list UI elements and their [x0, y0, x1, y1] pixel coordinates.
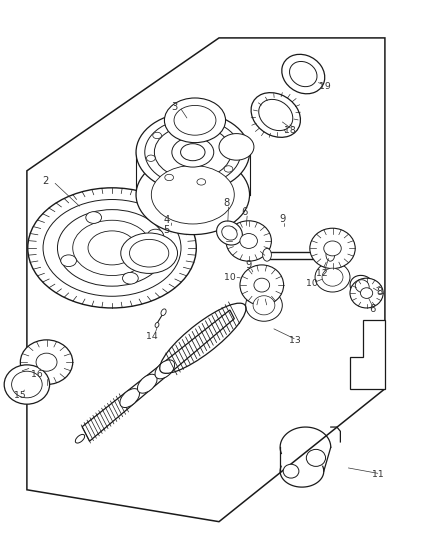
- Ellipse shape: [73, 220, 151, 276]
- Ellipse shape: [154, 126, 231, 179]
- Text: 12: 12: [316, 269, 328, 278]
- Text: 15: 15: [14, 391, 25, 400]
- Ellipse shape: [172, 138, 214, 167]
- Text: 8: 8: [223, 198, 230, 208]
- Ellipse shape: [120, 389, 140, 408]
- Text: 10: 10: [306, 279, 318, 288]
- Ellipse shape: [174, 106, 216, 135]
- Text: 4: 4: [163, 215, 170, 225]
- Text: 3: 3: [171, 102, 177, 112]
- Ellipse shape: [138, 374, 157, 393]
- Ellipse shape: [153, 132, 162, 139]
- Ellipse shape: [326, 248, 335, 261]
- Ellipse shape: [57, 209, 166, 286]
- Ellipse shape: [306, 449, 325, 466]
- Ellipse shape: [61, 255, 77, 266]
- Ellipse shape: [151, 165, 234, 224]
- Ellipse shape: [161, 309, 166, 316]
- Ellipse shape: [43, 199, 181, 296]
- Text: 6: 6: [242, 207, 248, 217]
- Ellipse shape: [28, 188, 196, 308]
- Ellipse shape: [12, 371, 42, 398]
- Ellipse shape: [226, 221, 272, 261]
- Ellipse shape: [263, 248, 272, 261]
- Ellipse shape: [254, 278, 270, 292]
- Ellipse shape: [315, 262, 350, 292]
- Text: 6: 6: [369, 304, 375, 314]
- Text: 9: 9: [245, 261, 251, 270]
- Ellipse shape: [145, 119, 241, 185]
- Ellipse shape: [355, 280, 369, 293]
- Ellipse shape: [136, 112, 250, 192]
- Ellipse shape: [155, 360, 175, 379]
- Ellipse shape: [212, 124, 221, 130]
- Ellipse shape: [310, 228, 355, 269]
- Ellipse shape: [219, 134, 254, 160]
- Ellipse shape: [88, 231, 136, 265]
- Text: 8: 8: [376, 287, 382, 297]
- Ellipse shape: [283, 464, 299, 478]
- Ellipse shape: [224, 166, 233, 172]
- Ellipse shape: [350, 278, 383, 308]
- Text: 16: 16: [31, 370, 43, 379]
- Ellipse shape: [75, 434, 85, 443]
- Ellipse shape: [180, 119, 189, 126]
- Ellipse shape: [324, 241, 341, 256]
- Text: 13: 13: [289, 336, 300, 345]
- Ellipse shape: [164, 98, 226, 143]
- Ellipse shape: [36, 353, 57, 371]
- Ellipse shape: [350, 276, 374, 297]
- Ellipse shape: [130, 239, 169, 267]
- Text: 9: 9: [279, 214, 286, 224]
- Ellipse shape: [240, 233, 258, 248]
- Text: 19: 19: [318, 82, 330, 91]
- Text: 5: 5: [163, 225, 170, 236]
- Ellipse shape: [251, 93, 300, 138]
- Ellipse shape: [197, 179, 206, 185]
- Text: 10: 10: [224, 273, 236, 281]
- Ellipse shape: [216, 221, 242, 245]
- Polygon shape: [82, 310, 234, 441]
- Ellipse shape: [155, 322, 159, 327]
- Text: 11: 11: [372, 471, 384, 479]
- Ellipse shape: [20, 340, 73, 384]
- Ellipse shape: [180, 144, 205, 161]
- Ellipse shape: [246, 289, 283, 321]
- Ellipse shape: [123, 272, 138, 284]
- Ellipse shape: [322, 268, 343, 286]
- Ellipse shape: [165, 174, 173, 181]
- Ellipse shape: [4, 365, 49, 404]
- Text: 2: 2: [42, 176, 49, 187]
- Text: 18: 18: [285, 126, 296, 135]
- Ellipse shape: [136, 155, 250, 235]
- Ellipse shape: [253, 296, 275, 315]
- Ellipse shape: [230, 143, 239, 149]
- Ellipse shape: [222, 226, 237, 240]
- Ellipse shape: [146, 155, 155, 161]
- Ellipse shape: [290, 61, 317, 87]
- Ellipse shape: [282, 54, 325, 94]
- Ellipse shape: [86, 212, 102, 223]
- Ellipse shape: [259, 99, 293, 131]
- Ellipse shape: [121, 233, 177, 273]
- Ellipse shape: [360, 288, 373, 298]
- Polygon shape: [350, 320, 385, 389]
- Polygon shape: [27, 38, 385, 522]
- Ellipse shape: [148, 229, 163, 241]
- Text: 14: 14: [146, 332, 158, 341]
- Ellipse shape: [240, 265, 284, 305]
